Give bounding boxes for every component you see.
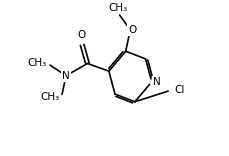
Text: CH₃: CH₃ [108, 3, 127, 13]
Text: O: O [77, 30, 85, 40]
Text: CH₃: CH₃ [41, 92, 60, 102]
Text: CH₃: CH₃ [27, 58, 46, 68]
Text: N: N [153, 77, 160, 87]
Text: Cl: Cl [174, 85, 184, 95]
Text: N: N [62, 71, 70, 81]
Text: O: O [128, 25, 136, 35]
